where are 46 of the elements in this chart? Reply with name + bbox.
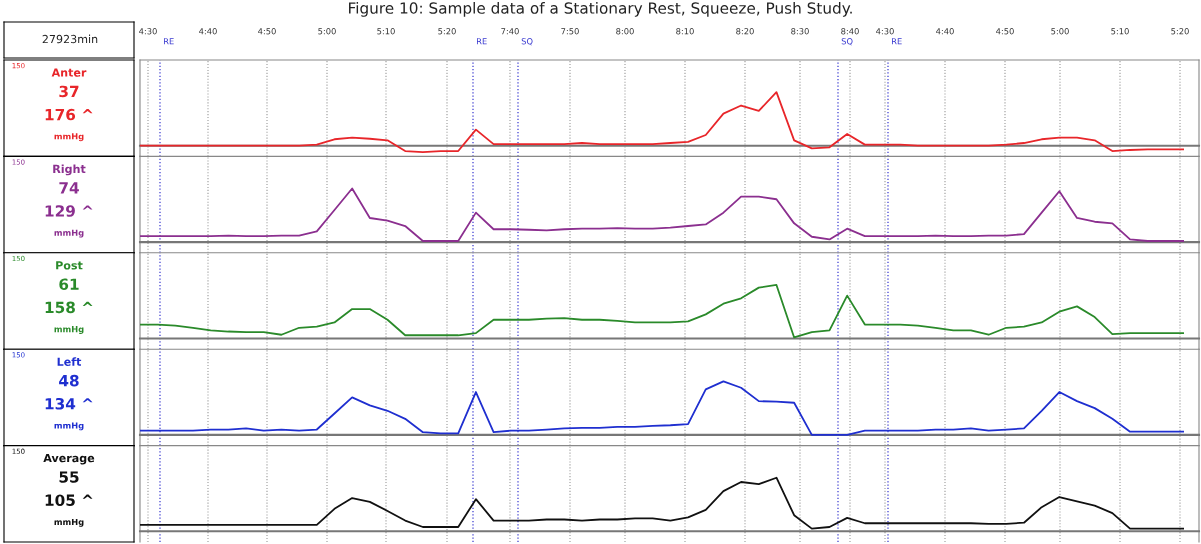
text: 55 [59,471,79,483]
text: mmHg [54,326,84,334]
text: Anter [51,68,87,77]
text: Average [43,453,95,465]
text: 158 ^ [45,301,93,314]
text: 74 [59,182,79,194]
text: 129 ^ [45,205,93,217]
text: 8:20 [736,28,754,35]
text: 37 [59,85,79,98]
text: SQ [841,38,853,46]
text: 8:10 [676,28,694,35]
text: SQ [521,38,533,46]
text: Left [57,357,82,366]
text: Post [56,261,83,270]
text: 7:50 [561,28,579,35]
text: RE [891,38,902,45]
text: mmHg [54,133,84,142]
chart-title: Figure 10: Sample data of a Stationary Rest, Squeeze, Push Study. [349,2,852,17]
text: 8:00 [616,28,634,35]
text: 134 ^ [45,397,93,410]
text: 48 [59,374,79,387]
text: 8:30 [791,28,809,35]
text: 4:50 [996,28,1014,35]
text: 5:20 [1171,28,1189,35]
text: mmHg [54,229,84,238]
text: 61 [59,278,79,291]
text: RE [163,38,174,45]
text: 176 ^ [45,108,93,121]
text: Right [53,164,86,176]
text: 4:30 [876,28,894,35]
text: 5:00 [318,28,336,35]
text: 4:40 [199,28,217,35]
text: 27923min [42,34,98,44]
text: 4:40 [936,28,954,35]
text: 105 ^ [45,494,93,506]
text: 5:00 [1051,28,1069,35]
text: 5:20 [438,28,456,35]
text: RE [476,38,487,45]
text: 5:10 [1111,28,1129,35]
text: 5:10 [377,28,395,35]
text: mmHg [54,422,84,431]
text: 7:40 [501,28,519,35]
text: 8:40 [841,28,859,35]
text: 4:30 [139,28,157,35]
text: mmHg [54,518,84,527]
text: 4:50 [258,28,276,35]
